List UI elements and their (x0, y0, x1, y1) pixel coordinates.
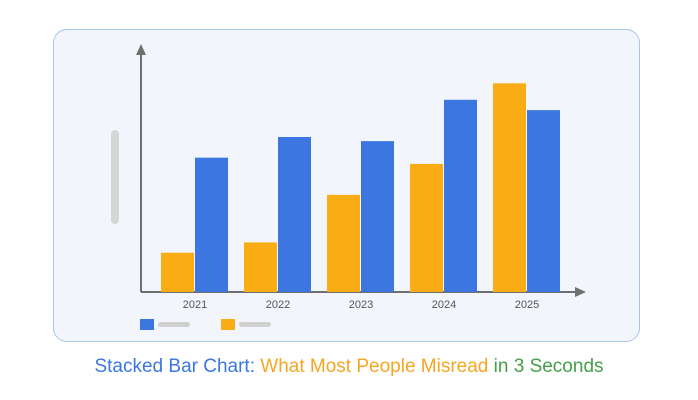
x-tick-label: 2021 (183, 299, 207, 311)
legend-swatch (140, 319, 154, 330)
caption-part-3: in 3 Seconds (493, 356, 604, 377)
caption-part-2: What Most People Misread (260, 356, 489, 377)
bar (410, 163, 443, 292)
bar (527, 110, 560, 292)
bar (278, 137, 311, 292)
scrollbar (111, 130, 119, 224)
bar (161, 252, 194, 292)
x-tick-label: 2023 (349, 299, 373, 311)
bar (244, 242, 277, 292)
bar (327, 194, 360, 292)
x-tick-label: 2025 (515, 299, 539, 311)
bar (195, 157, 228, 292)
caption-part-1: Stacked Bar Chart: (94, 356, 255, 377)
bar-chart: 2021 2022 2023 2024 2025 (111, 44, 586, 330)
bar (493, 83, 526, 292)
legend-swatch (221, 319, 235, 330)
bar (361, 141, 394, 292)
y-axis-arrow (136, 44, 146, 55)
x-tick-label: 2022 (266, 299, 290, 311)
x-tick-label: 2024 (432, 299, 456, 311)
x-axis-arrow (575, 287, 586, 297)
chart-caption: Stacked Bar Chart: What Most People Misr… (0, 355, 698, 379)
legend-label-placeholder (239, 322, 271, 327)
legend-label-placeholder (158, 322, 190, 327)
bar (444, 99, 477, 292)
chart-card: 2021 2022 2023 2024 2025 (53, 29, 640, 342)
